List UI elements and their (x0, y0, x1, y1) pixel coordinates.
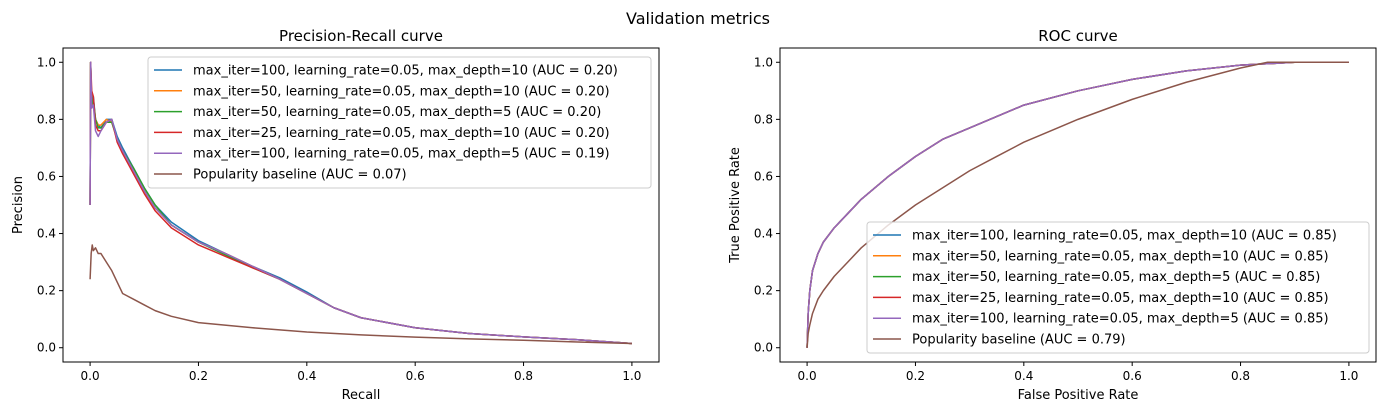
pr-series-line-6 (90, 245, 632, 343)
pr-x-tick-label: 1.0 (622, 369, 641, 383)
pr-legend-entry: max_iter=100, learning_rate=0.05, max_de… (154, 64, 618, 79)
roc-legend-entry: max_iter=100, learning_rate=0.05, max_de… (873, 229, 1337, 244)
pr-title: Precision-Recall curve (279, 27, 443, 45)
roc-legend-label: max_iter=50, learning_rate=0.05, max_dep… (912, 249, 1329, 264)
pr-legend-label: max_iter=25, learning_rate=0.05, max_dep… (193, 126, 610, 141)
roc-legend-label: max_iter=50, learning_rate=0.05, max_dep… (912, 270, 1320, 285)
pr-x-tick-label: 0.2 (189, 369, 208, 383)
roc-y-axis-label: True Positive Rate (728, 147, 743, 264)
pr-y-tick-label: 0.8 (37, 112, 56, 126)
roc-x-axis-label: False Positive Rate (1018, 388, 1139, 403)
roc-title: ROC curve (1038, 27, 1118, 45)
roc-y-tick-label: 1.0 (754, 55, 773, 69)
roc-legend: max_iter=100, learning_rate=0.05, max_de… (867, 222, 1369, 353)
pr-y-tick-label: 0.2 (37, 284, 56, 298)
pr-chart: 0.0 0.2 0.4 0.6 0.8 1.0 0.0 0.2 0.4 0.6 0.8 1.0 Prec… (11, 27, 659, 403)
pr-legend-label: max_iter=100, learning_rate=0.05, max_de… (193, 64, 618, 79)
roc-y-tick-label: 0.0 (754, 341, 773, 355)
roc-legend-entry: max_iter=50, learning_rate=0.05, max_dep… (873, 270, 1320, 285)
roc-x-tick-label: 0.6 (1123, 369, 1142, 383)
roc-y-tick-label: 0.4 (754, 227, 773, 241)
roc-y-tick-label: 0.2 (754, 284, 773, 298)
roc-legend-entry: max_iter=100, learning_rate=0.05, max_de… (873, 312, 1329, 327)
roc-legend-label: max_iter=100, learning_rate=0.05, max_de… (912, 229, 1337, 244)
pr-legend-label: max_iter=100, learning_rate=0.05, max_de… (193, 147, 610, 162)
roc-x-tick-label: 1.0 (1339, 369, 1358, 383)
pr-x-tick-label: 0.6 (406, 369, 425, 383)
roc-legend-entry: max_iter=50, learning_rate=0.05, max_dep… (873, 249, 1329, 264)
roc-y-tick-label: 0.8 (754, 112, 773, 126)
roc-legend-entry: max_iter=25, learning_rate=0.05, max_dep… (873, 291, 1329, 306)
roc-x-tick-label: 0.2 (906, 369, 925, 383)
pr-legend-entry: max_iter=25, learning_rate=0.05, max_dep… (154, 126, 610, 141)
pr-legend-label: max_iter=50, learning_rate=0.05, max_dep… (193, 84, 610, 99)
pr-y-tick-label: 0.4 (37, 227, 56, 241)
pr-y-axis-label: Precision (11, 176, 26, 234)
pr-y-tick-label: 0.6 (37, 169, 56, 183)
pr-legend: max_iter=100, learning_rate=0.05, max_de… (148, 57, 651, 188)
pr-x-tick-label: 0.8 (514, 369, 533, 383)
pr-x-tick-label: 0.4 (297, 369, 316, 383)
pr-legend-label: Popularity baseline (AUC = 0.07) (193, 168, 407, 183)
roc-legend-label: max_iter=100, learning_rate=0.05, max_de… (912, 312, 1329, 327)
roc-x-tick-label: 0.0 (798, 369, 817, 383)
roc-x-tick-label: 0.8 (1231, 369, 1250, 383)
pr-y-tick-label: 1.0 (37, 55, 56, 69)
roc-y-tick-label: 0.6 (754, 169, 773, 183)
roc-legend-label: max_iter=25, learning_rate=0.05, max_dep… (912, 291, 1329, 306)
pr-legend-entry: max_iter=50, learning_rate=0.05, max_dep… (154, 105, 601, 120)
pr-legend-label: max_iter=50, learning_rate=0.05, max_dep… (193, 105, 601, 120)
roc-legend-label: Popularity baseline (AUC = 0.79) (912, 333, 1126, 348)
roc-chart: 0.0 0.2 0.4 0.6 0.8 1.0 0.0 0.2 0.4 0.6 0.8 1.0 ROC … (728, 27, 1376, 403)
pr-legend-entry: max_iter=50, learning_rate=0.05, max_dep… (154, 84, 610, 99)
pr-x-tick-label: 0.0 (81, 369, 100, 383)
pr-y-tick-label: 0.0 (37, 341, 56, 355)
figure-suptitle: Validation metrics (626, 9, 770, 28)
pr-x-axis-label: Recall (342, 388, 381, 403)
roc-x-tick-label: 0.4 (1014, 369, 1033, 383)
pr-legend-entry: max_iter=100, learning_rate=0.05, max_de… (154, 147, 610, 162)
